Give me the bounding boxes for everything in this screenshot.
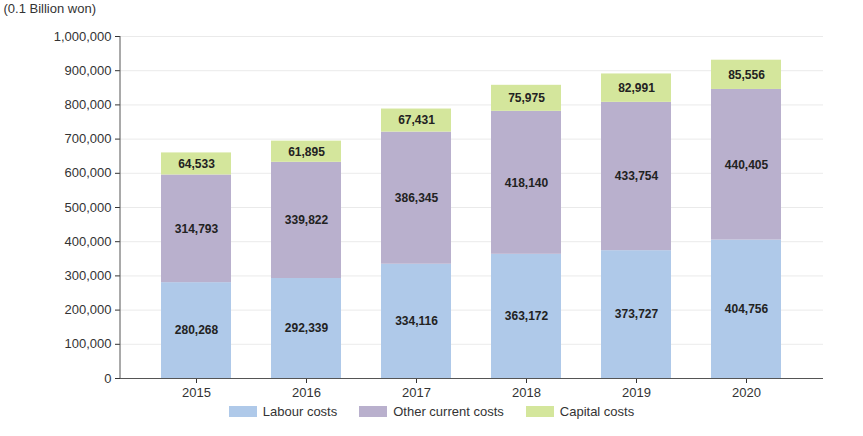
- svg-text:200,000: 200,000: [65, 302, 112, 317]
- svg-text:280,268: 280,268: [175, 323, 219, 337]
- svg-text:600,000: 600,000: [65, 165, 112, 180]
- svg-text:2015: 2015: [182, 385, 211, 400]
- svg-text:300,000: 300,000: [65, 268, 112, 283]
- svg-text:433,754: 433,754: [615, 169, 659, 183]
- svg-text:100,000: 100,000: [65, 336, 112, 351]
- svg-text:900,000: 900,000: [65, 63, 112, 78]
- svg-text:363,172: 363,172: [505, 309, 549, 323]
- svg-text:2017: 2017: [402, 385, 431, 400]
- svg-text:1,000,000: 1,000,000: [54, 29, 112, 44]
- svg-text:700,000: 700,000: [65, 131, 112, 146]
- svg-text:0: 0: [104, 371, 111, 386]
- svg-text:386,345: 386,345: [395, 191, 439, 205]
- svg-text:(0.1 Billion won): (0.1 Billion won): [4, 1, 97, 16]
- svg-text:85,556: 85,556: [728, 68, 765, 82]
- svg-text:2019: 2019: [622, 385, 651, 400]
- svg-text:373,727: 373,727: [615, 307, 659, 321]
- svg-text:67,431: 67,431: [398, 113, 435, 127]
- svg-text:75,975: 75,975: [508, 91, 545, 105]
- svg-text:2018: 2018: [512, 385, 541, 400]
- html-text:Capital costs: Capital costs: [559, 404, 635, 419]
- svg-text:82,991: 82,991: [618, 81, 655, 95]
- svg-text:2016: 2016: [292, 385, 321, 400]
- svg-text:500,000: 500,000: [65, 200, 112, 215]
- html-text:Labour costs: Labour costs: [262, 404, 338, 419]
- svg-text:64,533: 64,533: [178, 157, 215, 171]
- svg-text:404,756: 404,756: [725, 302, 769, 316]
- svg-text:400,000: 400,000: [65, 234, 112, 249]
- svg-text:61,895: 61,895: [288, 145, 325, 159]
- html-text:Other current costs: Other current costs: [393, 404, 504, 419]
- svg-text:292,339: 292,339: [285, 321, 329, 335]
- svg-text:800,000: 800,000: [65, 97, 112, 112]
- svg-text:334,116: 334,116: [395, 314, 438, 328]
- svg-text:2020: 2020: [732, 385, 761, 400]
- svg-text:440,405: 440,405: [725, 158, 769, 172]
- svg-text:339,822: 339,822: [285, 213, 329, 227]
- svg-text:418,140: 418,140: [505, 176, 549, 190]
- svg-text:314,793: 314,793: [175, 222, 219, 236]
